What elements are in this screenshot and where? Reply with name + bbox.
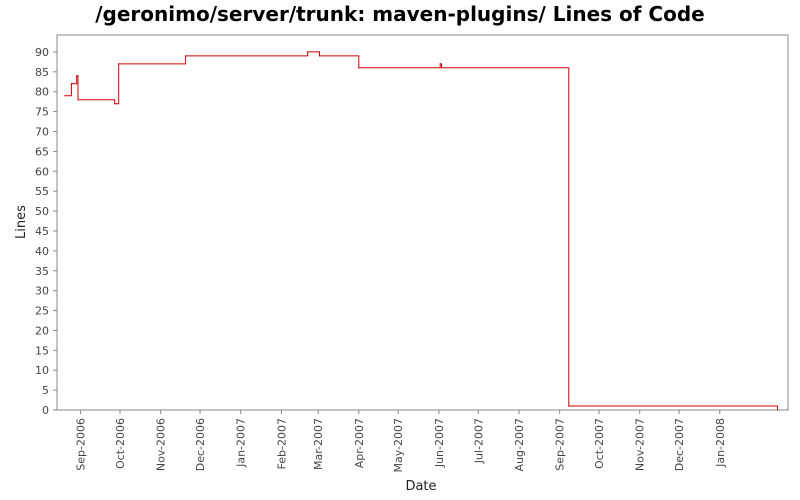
data-point [185,55,187,57]
x-tick-label: Sep-2006 [75,418,88,471]
y-tick-label: 90 [35,46,49,59]
x-tick-label: Feb-2007 [275,418,288,469]
y-tick-label: 80 [35,86,49,99]
data-point [440,67,443,69]
x-tick-label: Jul-2007 [472,418,485,464]
y-axis: 0 5 10 15 20 25 30 35 40 45 50 55 60 65 70 75 80 85 90 [35,46,57,417]
x-tick-label: Nov-2007 [634,418,647,471]
y-tick-label: 40 [35,245,49,258]
y-tick-label: 75 [35,106,49,119]
y-tick-label: 55 [35,185,49,198]
data-point [114,103,116,105]
data-point [118,63,120,65]
y-tick-label: 25 [35,305,49,318]
x-tick-label: Mar-2007 [312,418,325,470]
plot-area [56,34,789,411]
data-point [70,83,73,85]
y-tick-label: 85 [35,66,49,79]
data-point [439,63,441,65]
data-point [77,99,79,101]
x-axis: Sep-2006 Oct-2006 Nov-2006 Dec-2006 Jan-2007… [75,410,727,473]
chart-title: /geronimo/server/trunk: maven-plugins/ L… [95,2,705,26]
data-point [76,75,78,77]
x-tick-label: Oct-2007 [593,418,606,469]
data-point [318,55,321,57]
y-axis-label: Lines [14,205,29,239]
x-tick-label: Nov-2006 [155,418,168,471]
x-tick-label: Dec-2007 [673,418,686,471]
y-tick-label: 15 [35,344,49,357]
x-tick-label: Sep-2007 [554,418,567,471]
y-tick-label: 35 [35,265,49,278]
data-point [358,67,360,69]
y-tick-label: 30 [35,285,49,298]
x-tick-label: Aug-2007 [513,418,526,471]
y-tick-label: 0 [42,404,49,417]
y-tick-label: 20 [35,324,49,337]
data-point [568,405,570,407]
x-tick-label: Apr-2007 [353,418,366,468]
y-tick-label: 65 [35,145,49,158]
x-tick-label: May-2007 [392,418,405,473]
y-tick-label: 45 [35,225,49,238]
y-tick-label: 10 [35,364,49,377]
y-tick-label: 70 [35,126,49,139]
x-tick-label: Oct-2006 [114,418,127,469]
x-tick-label: Jan-2007 [235,418,248,468]
x-tick-label: Jan-2008 [714,418,727,468]
data-point [307,51,309,53]
x-axis-label: Date [405,479,436,494]
data-point [64,95,66,97]
y-tick-label: 50 [35,205,49,218]
data-point [776,409,779,411]
x-tick-label: Jun-2007 [433,418,446,468]
y-tick-label: 5 [42,384,49,397]
y-tick-label: 60 [35,165,49,178]
series-layer [64,51,779,411]
x-tick-label: Dec-2006 [194,418,207,471]
